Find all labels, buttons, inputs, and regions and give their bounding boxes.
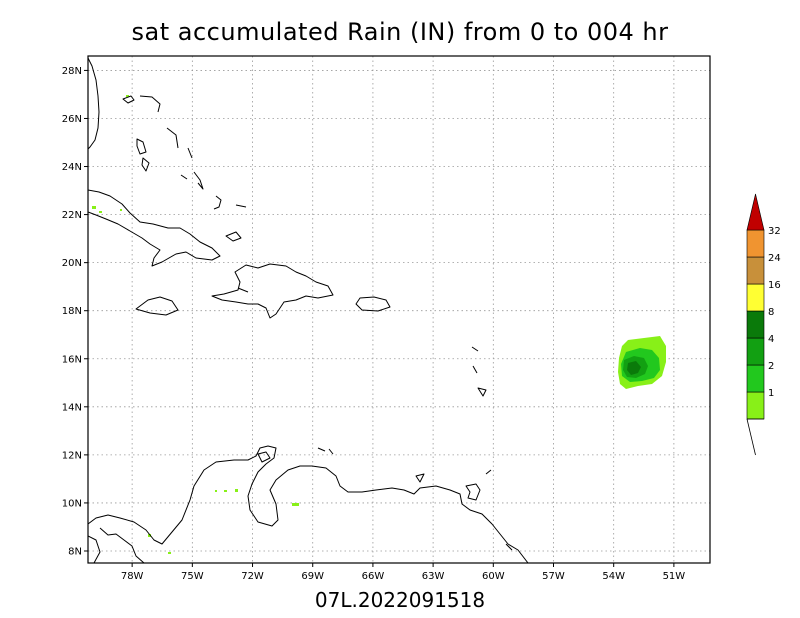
rain-speck [168, 552, 171, 554]
lat-tick-label: 12N [62, 450, 82, 461]
lat-tick-label: 22N [62, 210, 82, 221]
bahamas-island [187, 147, 193, 159]
lesser-antilles [471, 346, 479, 352]
aruba-island [328, 448, 334, 455]
legend-over-arrow [746, 193, 765, 231]
bahamas-island [193, 171, 204, 190]
coastlines [88, 57, 529, 563]
colombia-coast [99, 527, 145, 563]
bahamas-island [166, 127, 179, 149]
rain-cell [92, 95, 666, 554]
margarita-island [415, 473, 425, 483]
hispaniola-detail [237, 287, 249, 293]
legend-swatch [746, 283, 765, 312]
legend-swatch [746, 229, 765, 258]
rain-speck [120, 209, 122, 211]
cuba-coast [88, 189, 221, 267]
lon-tick-label: 78W [121, 571, 144, 582]
guyana-coast [505, 543, 513, 551]
legend-under-arrow [746, 418, 764, 456]
puerto-rico-coast [355, 296, 391, 312]
legend-label: 2 [768, 361, 774, 372]
bahamas-island [122, 95, 135, 104]
rain-speck [148, 534, 151, 537]
lon-tick-label: 51W [663, 571, 686, 582]
bahamas-island [180, 174, 188, 180]
bahamas-island [139, 95, 161, 113]
lon-tick-label: 57W [542, 571, 565, 582]
legend-swatch [746, 310, 765, 339]
rain-speck [126, 95, 129, 97]
lon-tick-label: 60W [482, 571, 505, 582]
lat-tick-label: 28N [62, 66, 82, 77]
map-title: sat accumulated Rain (IN) from 0 to 004 … [131, 18, 669, 46]
lake-maracaibo [257, 451, 271, 463]
legend-label: 1 [768, 388, 774, 399]
lat-tick-label: 18N [62, 306, 82, 317]
bahamas-island [136, 138, 147, 155]
gridlines [88, 56, 710, 563]
legend-label: 4 [768, 334, 774, 345]
plot-frame [87, 55, 711, 564]
lon-tick-label: 72W [241, 571, 264, 582]
lat-tick-label: 14N [62, 402, 82, 413]
lon-tick-label: 63W [422, 571, 445, 582]
lat-tick-label: 24N [62, 162, 82, 173]
legend-swatch [746, 364, 765, 393]
jamaica-coast [135, 296, 179, 316]
lat-tick-label: 26N [62, 114, 82, 125]
rain-speck [292, 503, 299, 506]
bahamas-island [213, 195, 222, 210]
map-caption: 07L.2022091518 [314, 588, 486, 612]
curacao-island [317, 447, 326, 452]
bahamas-island [141, 157, 150, 172]
rain-contour-8 [627, 361, 641, 375]
lon-tick-label: 66W [362, 571, 385, 582]
lat-tick-label: 10N [62, 498, 82, 509]
rain-speck [215, 490, 217, 492]
panama-coast [88, 535, 101, 563]
lat-tick-label: 8N [68, 546, 82, 557]
lesser-antilles [485, 469, 492, 475]
axis-ticks: 78W 75W 72W 69W 66W 63W 60W 57W 54W 51W 8N 10N 12N 14… [62, 66, 686, 582]
lon-tick-label: 54W [602, 571, 625, 582]
rain-speck [235, 489, 238, 492]
lat-tick-label: 20N [62, 258, 82, 269]
lesser-antilles [472, 365, 478, 374]
lesser-antilles [477, 387, 487, 397]
south-america-coast [88, 445, 529, 563]
legend-label: 32 [768, 226, 781, 237]
legend-label: 8 [768, 307, 774, 318]
legend-swatch [746, 391, 765, 420]
legend-label: 24 [768, 253, 781, 264]
hispaniola-coast [211, 263, 334, 319]
legend-swatch [746, 337, 765, 366]
rain-speck [92, 206, 96, 209]
rain-speck [99, 211, 102, 213]
lat-tick-label: 16N [62, 354, 82, 365]
isla-juventud [225, 231, 242, 242]
rain-speck [224, 490, 227, 492]
florida-coast [88, 57, 100, 150]
lon-tick-label: 75W [181, 571, 204, 582]
trinidad-coast [465, 483, 481, 501]
bahamas-island [235, 204, 247, 208]
legend-label: 16 [768, 280, 781, 291]
legend-swatch [746, 256, 765, 285]
lon-tick-label: 69W [301, 571, 324, 582]
map-background [88, 56, 710, 563]
